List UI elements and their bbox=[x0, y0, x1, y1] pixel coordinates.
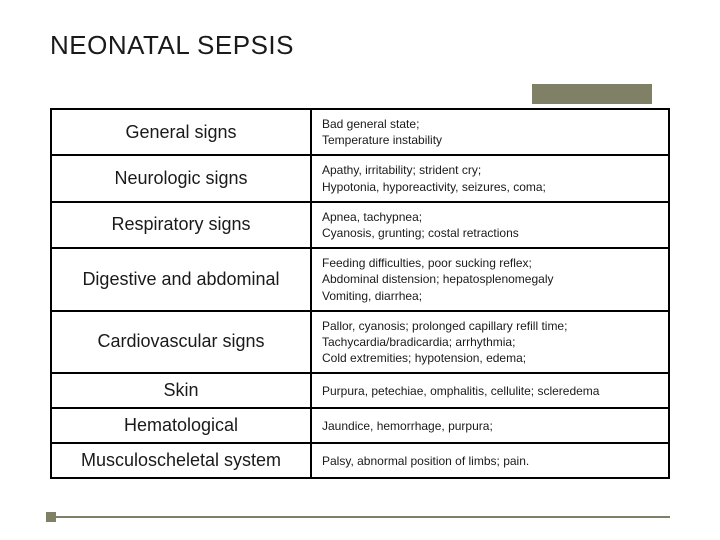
description-line: Apathy, irritability; strident cry; bbox=[322, 162, 658, 178]
description-line: Hypotonia, hyporeactivity, seizures, com… bbox=[322, 179, 658, 195]
description-cell: Bad general state; Temperature instabili… bbox=[311, 109, 669, 155]
description-line: Tachycardia/bradicardia; arrhythmia; bbox=[322, 334, 658, 350]
description-cell: Palsy, abnormal position of limbs; pain. bbox=[311, 443, 669, 478]
description-line: Jaundice, hemorrhage, purpura; bbox=[322, 418, 658, 434]
table-row: Digestive and abdominal Feeding difficul… bbox=[51, 248, 669, 311]
description-cell: Jaundice, hemorrhage, purpura; bbox=[311, 408, 669, 443]
description-line: Purpura, petechiae, omphalitis, cellulit… bbox=[322, 383, 658, 399]
signs-table: General signs Bad general state; Tempera… bbox=[50, 108, 670, 479]
category-cell: Skin bbox=[51, 373, 311, 408]
description-line: Vomiting, diarrhea; bbox=[322, 288, 658, 304]
description-line: Feeding difficulties, poor sucking refle… bbox=[322, 255, 658, 271]
description-line: Cold extremities; hypotension, edema; bbox=[322, 350, 658, 366]
category-cell: Cardiovascular signs bbox=[51, 311, 311, 374]
category-cell: General signs bbox=[51, 109, 311, 155]
category-cell: Hematological bbox=[51, 408, 311, 443]
accent-bar bbox=[532, 84, 652, 104]
description-line: Palsy, abnormal position of limbs; pain. bbox=[322, 453, 658, 469]
table-row: Cardiovascular signs Pallor, cyanosis; p… bbox=[51, 311, 669, 374]
table-row: Hematological Jaundice, hemorrhage, purp… bbox=[51, 408, 669, 443]
description-cell: Purpura, petechiae, omphalitis, cellulit… bbox=[311, 373, 669, 408]
description-cell: Apnea, tachypnea; Cyanosis, grunting; co… bbox=[311, 202, 669, 248]
description-cell: Apathy, irritability; strident cry; Hypo… bbox=[311, 155, 669, 201]
category-cell: Neurologic signs bbox=[51, 155, 311, 201]
table-row: Skin Purpura, petechiae, omphalitis, cel… bbox=[51, 373, 669, 408]
description-line: Cyanosis, grunting; costal retractions bbox=[322, 225, 658, 241]
description-cell: Feeding difficulties, poor sucking refle… bbox=[311, 248, 669, 311]
table-row: General signs Bad general state; Tempera… bbox=[51, 109, 669, 155]
page-title: NEONATAL SEPSIS bbox=[50, 30, 294, 61]
footer-rule bbox=[50, 516, 670, 518]
footer-square-icon bbox=[46, 512, 56, 522]
category-cell: Musculoscheletal system bbox=[51, 443, 311, 478]
category-cell: Respiratory signs bbox=[51, 202, 311, 248]
table-row: Neurologic signs Apathy, irritability; s… bbox=[51, 155, 669, 201]
description-line: Apnea, tachypnea; bbox=[322, 209, 658, 225]
description-line: Bad general state; bbox=[322, 116, 658, 132]
table-row: Respiratory signs Apnea, tachypnea; Cyan… bbox=[51, 202, 669, 248]
description-cell: Pallor, cyanosis; prolonged capillary re… bbox=[311, 311, 669, 374]
table-row: Musculoscheletal system Palsy, abnormal … bbox=[51, 443, 669, 478]
description-line: Abdominal distension; hepatosplenomegaly bbox=[322, 271, 658, 287]
description-line: Temperature instability bbox=[322, 132, 658, 148]
category-cell: Digestive and abdominal bbox=[51, 248, 311, 311]
description-line: Pallor, cyanosis; prolonged capillary re… bbox=[322, 318, 658, 334]
